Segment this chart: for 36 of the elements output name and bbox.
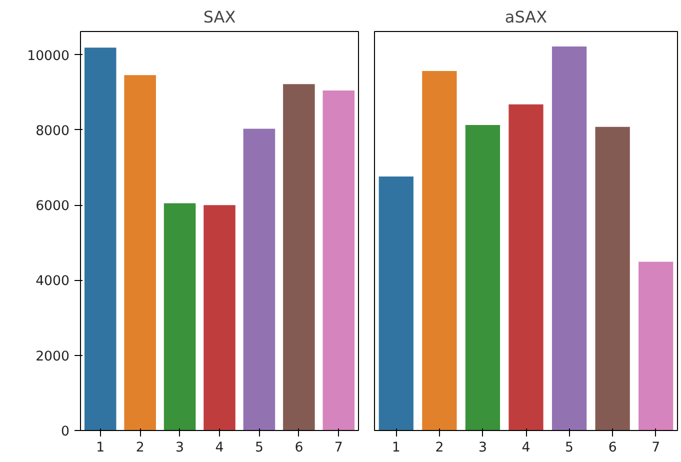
bar bbox=[595, 126, 630, 430]
bar bbox=[84, 48, 116, 430]
bar bbox=[508, 104, 544, 430]
y-tick-label: 6000 bbox=[36, 199, 70, 214]
bar bbox=[204, 205, 236, 430]
x-tick-label: 3 bbox=[478, 440, 487, 456]
x-tick-label: 6 bbox=[294, 440, 304, 456]
bar bbox=[638, 262, 674, 430]
chart-title: aSAX bbox=[504, 8, 548, 26]
x-tick-label: 3 bbox=[176, 440, 184, 456]
y-tick-label: 10000 bbox=[27, 48, 70, 64]
x-tick-label: 1 bbox=[96, 440, 105, 456]
x-tick-label: 7 bbox=[652, 440, 660, 456]
y-tick-label: 4000 bbox=[36, 274, 70, 290]
x-tick-label: 4 bbox=[215, 440, 224, 456]
x-tick-label: 5 bbox=[565, 440, 574, 456]
x-tick-label: 2 bbox=[435, 440, 444, 456]
y-tick-label: 2000 bbox=[36, 349, 70, 364]
y-tick-label: 8000 bbox=[36, 124, 70, 139]
x-tick-label: 2 bbox=[136, 440, 144, 456]
x-tick-label: 4 bbox=[522, 440, 530, 456]
y-tick-label: 0 bbox=[61, 424, 70, 440]
x-tick-label: 6 bbox=[608, 440, 617, 456]
x-tick-label: 5 bbox=[254, 440, 264, 456]
bar bbox=[164, 203, 196, 430]
chart-title: SAX bbox=[203, 8, 236, 26]
bar bbox=[124, 75, 156, 430]
bar bbox=[422, 70, 457, 430]
bar bbox=[243, 128, 276, 430]
bar bbox=[283, 84, 315, 430]
x-tick-label: 7 bbox=[334, 440, 343, 456]
bar bbox=[552, 46, 587, 430]
x-tick-label: 1 bbox=[392, 440, 400, 456]
bar bbox=[465, 125, 500, 430]
bar bbox=[378, 176, 414, 430]
bar bbox=[322, 90, 355, 430]
